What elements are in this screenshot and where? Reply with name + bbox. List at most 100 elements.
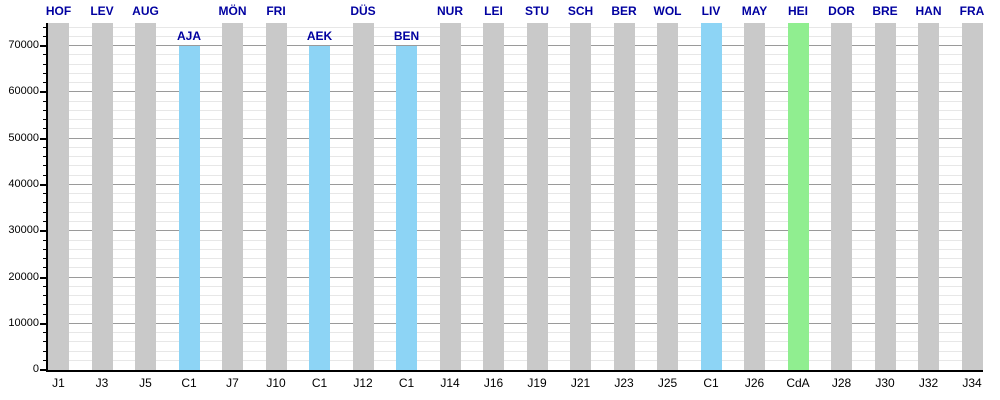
y-minor-tick: [43, 248, 46, 250]
bar-opponent-label: SCH: [567, 4, 594, 18]
y-minor-tick: [43, 174, 46, 176]
x-tick-label: J30: [875, 376, 895, 390]
y-minor-tick: [43, 128, 46, 130]
y-minor-tick: [43, 258, 46, 259]
gridline-minor: [48, 350, 983, 352]
gridline-minor: [48, 119, 983, 121]
y-minor-tick: [43, 220, 46, 222]
y-minor-tick: [43, 82, 46, 84]
gridline-minor: [48, 146, 983, 148]
bar: [744, 23, 765, 370]
gridline-minor: [48, 156, 983, 158]
gridline-minor: [48, 128, 983, 130]
x-axis-line: [46, 370, 983, 372]
y-minor-tick: [43, 146, 46, 148]
x-tick-label: C1: [311, 376, 328, 390]
x-tick-label: J12: [353, 376, 373, 390]
x-tick-label: J5: [139, 376, 152, 390]
y-tick-label: 50000: [8, 131, 39, 144]
gridline-minor: [48, 359, 983, 361]
gridline-minor: [48, 82, 983, 84]
y-minor-tick: [43, 350, 46, 352]
x-tick-label: J34: [962, 376, 982, 390]
y-tick-label: 20000: [8, 270, 39, 283]
y-minor-tick: [43, 239, 46, 241]
y-minor-tick: [43, 211, 46, 213]
bar-opponent-label: BRE: [872, 4, 898, 18]
gridline-minor: [48, 35, 983, 37]
bar: [570, 23, 591, 370]
y-tick-label: 0: [32, 363, 39, 375]
y-minor-tick: [43, 304, 46, 306]
x-tick-label: C1: [398, 376, 415, 390]
y-minor-tick: [43, 332, 46, 333]
bar: [700, 23, 722, 370]
gridline-major: [48, 45, 983, 47]
bar-opponent-label: LEI: [484, 4, 503, 18]
gridline-major: [48, 91, 983, 93]
bar: [787, 23, 809, 370]
y-minor-tick: [43, 295, 46, 296]
bar-opponent-label: BER: [611, 4, 637, 18]
x-tick-label: J23: [614, 376, 634, 390]
bar-opponent-label: STU: [525, 4, 549, 18]
bar-opponent-label: HEI: [787, 4, 808, 18]
plot-area: [48, 23, 983, 370]
gridline-minor: [48, 72, 983, 74]
y-minor-tick: [43, 119, 46, 121]
y-tick-label: 10000: [8, 316, 39, 329]
y-major-tick: [40, 322, 46, 325]
x-tick-label: C1: [703, 376, 719, 390]
x-tick-label: C1: [181, 376, 197, 390]
gridline-minor: [48, 202, 983, 204]
y-axis-line: [46, 23, 48, 372]
y-minor-tick: [43, 156, 46, 158]
gridline-minor: [48, 211, 983, 213]
x-tick-label: J32: [918, 376, 939, 390]
y-minor-tick: [43, 313, 46, 315]
bar: [526, 23, 548, 370]
y-major-tick: [40, 91, 46, 94]
bar-opponent-label: DÜS: [350, 4, 376, 18]
x-tick-label: J1: [52, 376, 65, 390]
bar-opponent-label: DOR: [828, 4, 855, 18]
gridline-minor: [48, 248, 983, 250]
gridline-minor: [48, 295, 983, 296]
gridline-minor: [48, 109, 983, 111]
y-minor-tick: [43, 341, 46, 343]
bar-opponent-label: FRI: [266, 4, 286, 18]
y-minor-tick: [43, 100, 46, 102]
bar-opponent-label: BEN: [393, 29, 420, 44]
gridline-minor: [48, 313, 983, 315]
y-major-tick: [40, 45, 46, 48]
y-tick-label: 60000: [8, 85, 39, 98]
bar-opponent-label: MAY: [741, 4, 768, 18]
gridline-major: [48, 322, 983, 324]
x-tick-label: J10: [266, 376, 286, 390]
bar: [352, 23, 374, 370]
bar: [178, 46, 200, 370]
y-major-tick: [40, 369, 46, 371]
bar-opponent-label: AJA: [176, 29, 201, 44]
bar-opponent-label: FRA: [959, 4, 985, 18]
bar: [91, 23, 113, 370]
y-minor-tick: [43, 54, 46, 56]
x-tick-label: J3: [95, 376, 109, 390]
bar-opponent-label: AEK: [306, 29, 333, 44]
x-tick-label: CdA: [786, 376, 810, 390]
gridline-minor: [48, 63, 983, 65]
gridline-minor: [48, 258, 983, 259]
x-tick-label: J19: [527, 376, 547, 390]
gridline-major: [48, 183, 983, 185]
x-tick-label: J14: [440, 376, 460, 390]
y-minor-tick: [43, 26, 46, 28]
gridline-major: [48, 137, 983, 139]
y-minor-tick: [43, 35, 46, 37]
gridline-minor: [48, 54, 983, 56]
bar-opponent-label: HAN: [915, 4, 942, 18]
y-minor-tick: [43, 109, 46, 111]
x-tick-label: J7: [226, 376, 239, 390]
gridline-minor: [48, 341, 983, 343]
bar-opponent-label: NUR: [437, 4, 463, 18]
